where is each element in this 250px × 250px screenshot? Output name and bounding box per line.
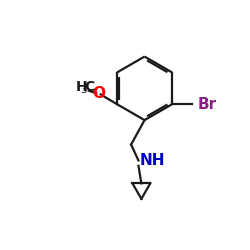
Text: 3: 3 bbox=[80, 85, 86, 95]
Text: NH: NH bbox=[140, 153, 165, 168]
Text: C: C bbox=[84, 80, 94, 94]
Text: Br: Br bbox=[198, 97, 217, 112]
Text: H: H bbox=[76, 80, 87, 94]
Text: O: O bbox=[92, 86, 105, 101]
